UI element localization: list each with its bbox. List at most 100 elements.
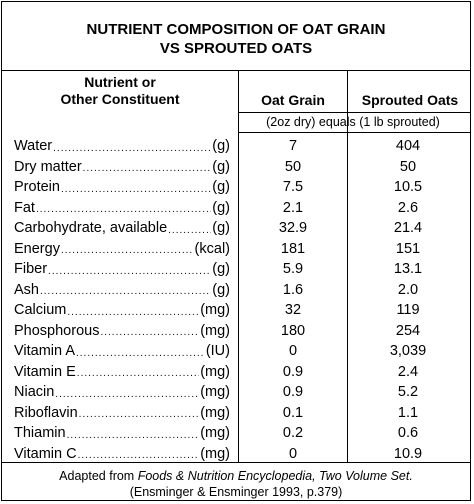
leader-dots: ........................................… <box>67 306 200 318</box>
nutrient-name: Energy <box>14 240 60 257</box>
leader-dots: ........................................… <box>77 450 200 461</box>
table-row: Calcium.................................… <box>2 300 472 321</box>
oat-grain-value: 0.9 <box>282 363 304 380</box>
sprouted-oats-value: 254 <box>395 322 421 339</box>
nutrient-label: Vitamin C...............................… <box>14 444 230 465</box>
table-row: Phosphorous.............................… <box>2 321 472 342</box>
citation-line-1: Adapted from Foods & Nutrition Encyclope… <box>2 468 470 484</box>
oat-grain-value: 0 <box>288 445 298 462</box>
oat-grain-value: 2.1 <box>282 199 304 216</box>
nutrient-label: Calcium.................................… <box>14 300 230 321</box>
nutrient-unit: (mg) <box>200 384 230 400</box>
nutrient-label: Carbohydrate, available.................… <box>14 218 230 239</box>
nutrient-label: Vitamin E...............................… <box>14 362 230 383</box>
citation-prefix: Adapted from <box>59 469 138 483</box>
table-row: Dry matter..............................… <box>2 157 472 178</box>
nutrient-unit: (IU) <box>205 343 230 359</box>
leader-dots: ........................................… <box>78 409 200 420</box>
oat-grain-value: 7.5 <box>282 179 304 195</box>
oat-grain-value: 32.9 <box>278 220 308 236</box>
nutrient-unit: (g) <box>212 261 230 277</box>
citation-book-title: Foods & Nutrition Encyclopedia, Two Volu… <box>137 469 413 483</box>
leader-dots: ........................................… <box>53 142 212 154</box>
nutrient-header-line-2: Other Constituent <box>60 91 180 107</box>
nutrient-name: Dry matter <box>14 158 82 175</box>
leader-dots: ........................................… <box>100 327 199 338</box>
sprouted-oats-value: 151 <box>395 240 421 257</box>
sprouted-oats-value: 0.6 <box>397 425 419 441</box>
leader-dots: ........................................… <box>76 368 199 379</box>
nutrient-label: Niacin..................................… <box>14 382 230 403</box>
nutrient-unit: (g) <box>212 179 230 195</box>
sprouted-oats-column-header: Sprouted Oats <box>361 92 459 108</box>
nutrient-label: Thiamin.................................… <box>14 423 230 444</box>
sprouted-oats-value: 10.5 <box>393 179 423 195</box>
table-row: Ash.....................................… <box>2 280 472 301</box>
table-row: Water...................................… <box>2 136 472 157</box>
nutrient-label: Riboflavin..............................… <box>14 403 230 424</box>
nutrient-name: Thiamin <box>14 425 66 441</box>
oat-grain-value: 0.2 <box>282 425 304 441</box>
header-top-rule <box>2 70 470 71</box>
sprouted-oats-value: 50 <box>399 158 417 175</box>
column-divider-1 <box>238 70 239 462</box>
header-column-rule <box>239 112 470 113</box>
leader-dots: ........................................… <box>60 183 212 195</box>
nutrient-name: Protein <box>14 179 60 195</box>
leader-dots: ........................................… <box>66 429 200 441</box>
table-row: Niacin..................................… <box>2 382 472 403</box>
leader-dots: ........................................… <box>55 388 200 400</box>
leader-dots: ........................................… <box>35 204 211 215</box>
nutrient-unit: (kcal) <box>194 240 230 257</box>
nutrient-unit: (g) <box>212 158 230 175</box>
leader-dots: ........................................… <box>60 245 194 256</box>
nutrient-unit: (mg) <box>200 425 230 441</box>
table-title: NUTRIENT COMPOSITION OF OAT GRAIN VS SPR… <box>2 20 470 58</box>
nutrient-unit: (mg) <box>200 404 230 421</box>
table-row: Riboflavin..............................… <box>2 403 472 424</box>
oat-grain-value: 180 <box>280 322 306 339</box>
nutrient-name: Water <box>14 138 53 154</box>
nutrient-label: Phosphorous.............................… <box>14 321 230 342</box>
table-row: Energy..................................… <box>2 239 472 260</box>
nutrient-unit: (g) <box>212 281 230 298</box>
source-citation: Adapted from Foods & Nutrition Encyclope… <box>2 468 470 500</box>
nutrient-column-header: Nutrient or Other Constituent <box>2 74 238 108</box>
nutrient-rows: Water...................................… <box>2 136 472 464</box>
nutrient-unit: (mg) <box>200 322 230 339</box>
leader-dots: ........................................… <box>40 286 211 297</box>
nutrient-label: Ash.....................................… <box>14 280 230 301</box>
nutrient-label: Protein.................................… <box>14 177 230 198</box>
nutrient-name: Ash <box>14 281 39 298</box>
nutrient-name: Phosphorous <box>14 322 100 339</box>
table-row: Fiber...................................… <box>2 259 472 280</box>
sprouted-oats-value: 2.0 <box>397 281 419 298</box>
oat-grain-value: 0.1 <box>282 404 304 421</box>
nutrient-unit: (mg) <box>200 302 230 318</box>
nutrient-label: Water...................................… <box>14 136 230 157</box>
oat-grain-value: 32 <box>284 302 302 318</box>
nutrient-name: Riboflavin <box>14 404 78 421</box>
sprouted-oats-value: 2.4 <box>397 363 419 380</box>
title-line-2: VS SPROUTED OATS <box>159 40 313 57</box>
column-divider-2 <box>347 70 348 462</box>
oat-grain-value: 7 <box>288 138 298 154</box>
oat-grain-value: 181 <box>280 240 306 257</box>
nutrient-label: Vitamin A...............................… <box>14 341 230 362</box>
nutrient-label: Fat.....................................… <box>14 198 230 219</box>
citation-line-2: (Ensminger & Ensminger 1993, p.379) <box>129 485 343 499</box>
leader-dots: ........................................… <box>48 265 211 277</box>
table-row: Fat.....................................… <box>2 198 472 219</box>
nutrient-name: Niacin <box>14 384 55 400</box>
nutrient-name: Fiber <box>14 261 48 277</box>
sprouted-oats-value: 13.1 <box>393 261 423 277</box>
nutrient-name: Vitamin C <box>14 445 77 462</box>
table-row: Vitamin E...............................… <box>2 362 472 383</box>
table-row: Vitamin C...............................… <box>2 444 472 465</box>
table-row: Thiamin.................................… <box>2 423 472 444</box>
sprouted-oats-value: 5.2 <box>397 384 419 400</box>
nutrient-unit: (mg) <box>200 363 230 380</box>
nutrient-unit: (g) <box>212 138 230 154</box>
nutrient-unit: (g) <box>212 199 230 216</box>
